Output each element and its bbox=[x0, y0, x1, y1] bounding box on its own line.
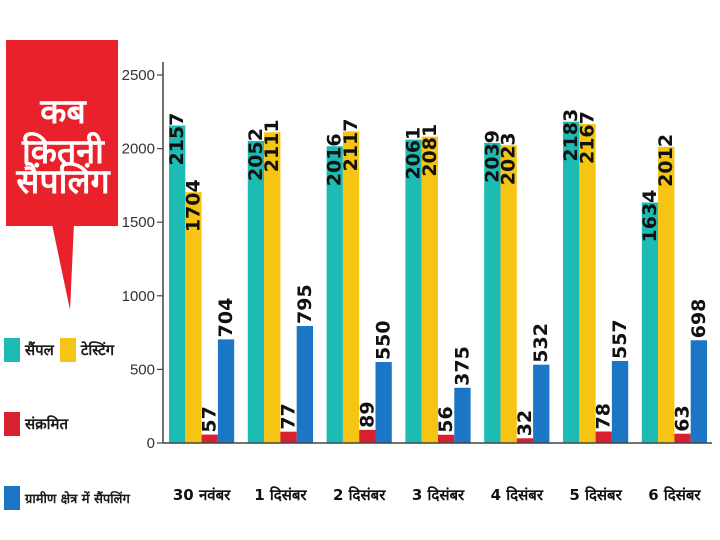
x-category-label: 3 दिसंबर bbox=[412, 486, 465, 504]
value-label-sample: 2016 bbox=[324, 133, 346, 186]
legend-label-infected: संक्रमित bbox=[25, 415, 69, 433]
bar-infected bbox=[674, 433, 691, 443]
value-label-infected: 89 bbox=[356, 401, 378, 427]
bar-rural bbox=[217, 339, 235, 443]
value-label-rural: 704 bbox=[215, 298, 237, 338]
value-label-infected: 77 bbox=[278, 403, 300, 429]
value-label-testing: 2111 bbox=[261, 119, 283, 172]
y-tick-label: 0 bbox=[147, 435, 155, 452]
legend-swatch-infected bbox=[4, 412, 20, 436]
legend-swatch-rural bbox=[4, 486, 20, 510]
bar-testing bbox=[421, 136, 438, 443]
value-label-sample: 2157 bbox=[166, 113, 188, 166]
bar-sample bbox=[484, 142, 501, 444]
y-tick-label: 1500 bbox=[122, 214, 155, 231]
value-label-infected: 63 bbox=[672, 405, 694, 431]
value-label-testing: 1704 bbox=[182, 179, 204, 232]
value-label-rural: 532 bbox=[530, 323, 552, 363]
y-tick-label: 2500 bbox=[122, 67, 155, 84]
value-label-infected: 78 bbox=[593, 403, 615, 429]
y-tick-label: 1000 bbox=[122, 288, 155, 305]
value-label-infected: 57 bbox=[199, 406, 221, 432]
legend-label-rural: ग्रामीण क्षेत्र में सैंपलिंग bbox=[25, 492, 130, 507]
bar-infected bbox=[438, 434, 455, 443]
value-label-sample: 1634 bbox=[639, 190, 661, 243]
x-category-label: 30 नवंबर bbox=[173, 486, 231, 504]
bars-group bbox=[169, 121, 707, 444]
legend-label-sample: सैंपल bbox=[25, 341, 54, 359]
bar-sample bbox=[326, 146, 343, 443]
chart-legend: सैंपल टेस्टिंग संक्रमित ग्रामीण क्षेत्र … bbox=[4, 330, 154, 518]
legend-label-testing: टेस्टिंग bbox=[80, 341, 115, 359]
value-label-rural: 375 bbox=[451, 346, 473, 386]
x-category-label: 1 दिसंबर bbox=[254, 486, 307, 504]
y-tick-label: 2000 bbox=[122, 141, 155, 158]
value-label-testing: 2167 bbox=[576, 111, 598, 164]
value-label-infected: 56 bbox=[435, 406, 457, 432]
value-label-testing: 2117 bbox=[340, 118, 362, 171]
y-tick-label: 500 bbox=[130, 361, 155, 378]
legend-row-2: संक्रमित bbox=[4, 404, 154, 444]
bar-infected bbox=[516, 438, 534, 443]
value-label-testing: 2012 bbox=[655, 134, 677, 187]
x-axis: 30 नवंबर 1 दिसंबर 2 दिसंबर 3 दिसंबर 4 दिसंबर… bbox=[163, 442, 712, 504]
bar-testing bbox=[264, 132, 281, 443]
bar-infected bbox=[280, 431, 297, 443]
bar-infected bbox=[595, 431, 612, 443]
value-label-rural: 557 bbox=[609, 319, 631, 359]
value-label-sample: 2183 bbox=[560, 109, 582, 162]
bar-sample bbox=[641, 202, 659, 443]
bar-sample bbox=[247, 140, 265, 443]
value-label-rural: 550 bbox=[373, 320, 395, 360]
legend-row-1: सैंपल टेस्टिंग bbox=[4, 330, 154, 370]
bar-testing bbox=[500, 145, 517, 443]
x-category-label: 4 दिसंबर bbox=[491, 486, 544, 504]
bar-testing bbox=[342, 131, 360, 443]
bar-rural bbox=[611, 361, 629, 443]
bar-rural bbox=[375, 362, 392, 443]
value-label-sample: 2052 bbox=[245, 128, 267, 181]
legend-swatch-testing bbox=[59, 338, 76, 362]
value-label-infected: 32 bbox=[514, 410, 536, 436]
bar-testing bbox=[658, 146, 675, 443]
bar-sample bbox=[563, 121, 580, 443]
bar-rural bbox=[533, 364, 550, 443]
bar-rural bbox=[296, 325, 313, 443]
x-category-label: 2 दिसंबर bbox=[333, 486, 386, 504]
bar-rural bbox=[454, 387, 471, 443]
bar-infected bbox=[359, 429, 376, 443]
callout-title-line1: कब कितनी bbox=[22, 92, 104, 172]
callout-title-line2: सैंपलिंग bbox=[16, 162, 110, 202]
bar-testing bbox=[579, 124, 596, 443]
value-label-testing: 2023 bbox=[498, 132, 520, 185]
value-label-testing: 2081 bbox=[419, 124, 441, 177]
title-callout: कब कितनी सैंपलिंग bbox=[6, 40, 118, 226]
bar-sample bbox=[169, 125, 186, 444]
value-label-sample: 2039 bbox=[481, 130, 503, 183]
bar-rural bbox=[690, 340, 707, 443]
bar-sample bbox=[405, 139, 422, 444]
y-axis: 0 500 1000 1500 2000 2500 bbox=[122, 62, 164, 452]
x-category-label: 6 दिसंबर bbox=[648, 486, 701, 504]
legend-row-3: ग्रामीण क्षेत्र में सैंपलिंग bbox=[4, 478, 154, 518]
value-label-rural: 698 bbox=[688, 299, 710, 339]
value-label-sample: 2061 bbox=[403, 127, 425, 180]
legend-swatch-sample bbox=[4, 338, 20, 362]
value-label-rural: 795 bbox=[294, 284, 316, 324]
x-category-label: 5 दिसंबर bbox=[569, 486, 622, 504]
bar-testing bbox=[185, 192, 202, 443]
bar-infected bbox=[201, 434, 218, 443]
